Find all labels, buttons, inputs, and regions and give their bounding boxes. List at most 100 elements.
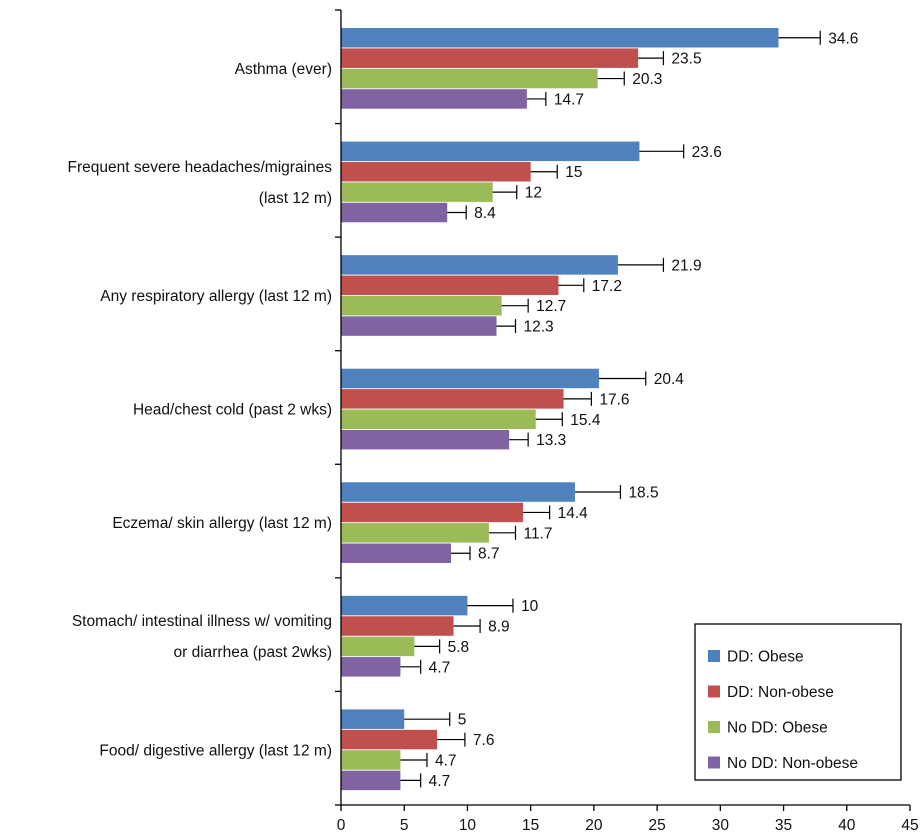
bar	[341, 161, 531, 182]
data-label: 11.7	[523, 525, 552, 542]
bar	[341, 316, 497, 336]
error-bar	[404, 712, 451, 727]
x-tick-label: 15	[522, 817, 539, 834]
error-bar	[778, 30, 821, 45]
data-label: 5	[458, 712, 467, 729]
bar	[341, 595, 468, 616]
legend-swatch	[708, 685, 720, 698]
bar	[341, 368, 599, 389]
data-label: 23.5	[671, 51, 701, 68]
error-bar	[414, 639, 441, 654]
bar	[341, 543, 452, 563]
bar	[341, 255, 618, 275]
x-tick-label: 20	[585, 817, 603, 834]
category-label: Frequent severe headaches/migraines	[67, 159, 332, 176]
data-label: 23.6	[692, 144, 722, 161]
legend-label: No DD: Obese	[727, 720, 828, 737]
data-label: 13.3	[536, 432, 566, 449]
error-bar	[526, 91, 547, 106]
data-label: 18.5	[628, 485, 658, 502]
data-label: 12.3	[523, 319, 553, 336]
error-bar	[558, 278, 585, 293]
bars-layer	[341, 28, 779, 791]
category-label: Head/chest cold (past 2 wks)	[133, 402, 332, 419]
error-bar	[453, 619, 481, 634]
bar	[341, 182, 493, 202]
error-bar	[400, 773, 422, 788]
category-label: (last 12 m)	[259, 190, 332, 207]
error-bar	[400, 659, 422, 674]
legend-box	[694, 623, 902, 781]
error-bar	[574, 485, 622, 500]
legend-item: No DD: Non-obese	[708, 755, 858, 772]
category-label: Any respiratory allergy (last 12 m)	[100, 288, 332, 305]
x-tick-label: 35	[775, 817, 792, 834]
data-label: 21.9	[671, 257, 701, 274]
bar	[341, 141, 640, 162]
data-label: 20.3	[632, 71, 662, 88]
legend-swatch	[708, 756, 720, 769]
error-bar	[523, 505, 551, 520]
data-label: 8.7	[478, 546, 500, 563]
data-label: 12	[525, 185, 542, 202]
data-label: 12.7	[536, 298, 566, 315]
category-label: Stomach/ intestinal illness w/ vomiting	[72, 613, 332, 630]
error-bar	[488, 525, 517, 540]
error-bars-layer	[400, 30, 821, 788]
bar	[341, 202, 448, 223]
category-labels-layer: Asthma (ever) Frequent severe headaches/m…	[67, 61, 332, 759]
bar	[341, 770, 401, 791]
category-label: Eczema/ skin allergy (last 12 m)	[112, 515, 332, 532]
data-label: 34.6	[828, 30, 858, 47]
x-tick-label: 25	[648, 817, 665, 834]
error-bar	[467, 598, 514, 613]
data-label: 8.4	[474, 205, 496, 222]
x-tick-label: 30	[712, 817, 730, 834]
error-bar	[530, 164, 558, 179]
error-bar	[400, 752, 428, 767]
bar	[341, 482, 575, 502]
error-bar	[509, 432, 529, 447]
bar	[341, 389, 564, 409]
data-label: 20.4	[654, 371, 685, 388]
error-bar	[597, 71, 625, 86]
error-bar	[563, 391, 592, 406]
category-label: Food/ digestive allergy (last 12 m)	[99, 742, 332, 759]
data-label: 15.4	[570, 412, 601, 429]
error-bar	[451, 546, 471, 561]
bar	[341, 502, 524, 523]
legend-label: DD: Non-obese	[727, 684, 834, 701]
bar	[341, 275, 559, 296]
error-bar	[501, 298, 529, 313]
data-label: 5.8	[448, 639, 470, 656]
error-bar	[492, 185, 518, 200]
legend-item: DD: Obese	[708, 649, 804, 666]
axes-layer: 0 5 10 15 20 25 30 35 40 45	[335, 9, 919, 834]
bar	[341, 429, 510, 450]
category-label: or diarrhea (past 2wks)	[173, 644, 332, 661]
legend-swatch	[708, 721, 720, 733]
data-label: 4.7	[435, 752, 457, 769]
data-label: 8.9	[488, 619, 510, 636]
error-bar	[447, 205, 467, 220]
data-labels-layer: 34.6 23.5 20.3 14.7 23.6 15 12 8.4 21.9 17.2 12.7 1…	[429, 30, 859, 790]
data-label: 14.7	[554, 91, 584, 108]
bar	[341, 729, 438, 750]
x-tick-label: 0	[337, 817, 346, 834]
bar	[341, 616, 454, 636]
error-bar	[598, 371, 647, 386]
error-bar	[638, 51, 665, 66]
data-label: 10	[521, 598, 539, 615]
legend-label: No DD: Non-obese	[727, 755, 858, 772]
data-label: 17.6	[599, 391, 629, 408]
bar	[341, 750, 401, 770]
bar	[341, 523, 489, 543]
error-bar	[639, 144, 685, 159]
data-label: 4.7	[429, 773, 451, 790]
data-label: 4.7	[429, 659, 451, 676]
x-tick-label: 45	[901, 817, 918, 834]
error-bar	[496, 319, 517, 334]
x-tick-label: 5	[400, 817, 409, 834]
data-label: 15	[565, 164, 582, 181]
